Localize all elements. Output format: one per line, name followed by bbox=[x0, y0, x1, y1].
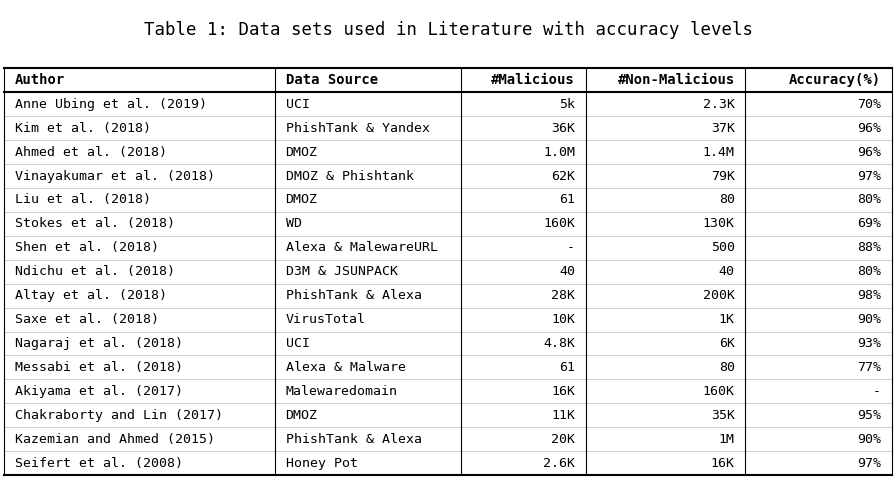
Text: 1.0M: 1.0M bbox=[543, 146, 575, 159]
Text: Nagaraj et al. (2018): Nagaraj et al. (2018) bbox=[15, 337, 183, 350]
Text: Honey Pot: Honey Pot bbox=[286, 456, 358, 469]
Text: Author: Author bbox=[15, 74, 65, 87]
Text: 160K: 160K bbox=[543, 217, 575, 230]
Text: 20K: 20K bbox=[551, 433, 575, 446]
Text: Ndichu et al. (2018): Ndichu et al. (2018) bbox=[15, 265, 175, 278]
Text: 93%: 93% bbox=[857, 337, 881, 350]
Text: UCI: UCI bbox=[286, 98, 309, 111]
Text: 62K: 62K bbox=[551, 169, 575, 182]
Text: 96%: 96% bbox=[857, 121, 881, 135]
Text: Data Source: Data Source bbox=[286, 74, 378, 87]
Text: 1.4M: 1.4M bbox=[702, 146, 735, 159]
Text: 80: 80 bbox=[719, 194, 735, 207]
Text: 130K: 130K bbox=[702, 217, 735, 230]
Text: 2.6K: 2.6K bbox=[543, 456, 575, 469]
Text: #Malicious: #Malicious bbox=[491, 74, 575, 87]
Text: Shen et al. (2018): Shen et al. (2018) bbox=[15, 242, 159, 254]
Text: PhishTank & Alexa: PhishTank & Alexa bbox=[286, 289, 421, 302]
Text: 4.8K: 4.8K bbox=[543, 337, 575, 350]
Text: 80: 80 bbox=[719, 361, 735, 374]
Text: 11K: 11K bbox=[551, 409, 575, 422]
Text: Malewaredomain: Malewaredomain bbox=[286, 385, 398, 398]
Text: Anne Ubing et al. (2019): Anne Ubing et al. (2019) bbox=[15, 98, 207, 111]
Text: 35K: 35K bbox=[711, 409, 735, 422]
Text: 37K: 37K bbox=[711, 121, 735, 135]
Text: 88%: 88% bbox=[857, 242, 881, 254]
Text: 28K: 28K bbox=[551, 289, 575, 302]
Text: Seifert et al. (2008): Seifert et al. (2008) bbox=[15, 456, 183, 469]
Text: DMOZ: DMOZ bbox=[286, 146, 317, 159]
Text: DMOZ: DMOZ bbox=[286, 409, 317, 422]
Text: 160K: 160K bbox=[702, 385, 735, 398]
Text: 95%: 95% bbox=[857, 409, 881, 422]
Text: #Non-Malicious: #Non-Malicious bbox=[617, 74, 735, 87]
Text: Liu et al. (2018): Liu et al. (2018) bbox=[15, 194, 151, 207]
Text: 97%: 97% bbox=[857, 456, 881, 469]
Text: 1M: 1M bbox=[719, 433, 735, 446]
Text: PhishTank & Alexa: PhishTank & Alexa bbox=[286, 433, 421, 446]
Text: Messabi et al. (2018): Messabi et al. (2018) bbox=[15, 361, 183, 374]
Text: 36K: 36K bbox=[551, 121, 575, 135]
Text: 6K: 6K bbox=[719, 337, 735, 350]
Text: 97%: 97% bbox=[857, 169, 881, 182]
Text: VirusTotal: VirusTotal bbox=[286, 313, 366, 326]
Text: 90%: 90% bbox=[857, 313, 881, 326]
Text: Alexa & Malware: Alexa & Malware bbox=[286, 361, 406, 374]
Text: 16K: 16K bbox=[711, 456, 735, 469]
Text: 69%: 69% bbox=[857, 217, 881, 230]
Text: 80%: 80% bbox=[857, 194, 881, 207]
Text: 500: 500 bbox=[711, 242, 735, 254]
Text: 96%: 96% bbox=[857, 146, 881, 159]
Text: 77%: 77% bbox=[857, 361, 881, 374]
Text: Alexa & MalewareURL: Alexa & MalewareURL bbox=[286, 242, 437, 254]
Text: 61: 61 bbox=[559, 361, 575, 374]
Text: 5k: 5k bbox=[559, 98, 575, 111]
Text: Kim et al. (2018): Kim et al. (2018) bbox=[15, 121, 151, 135]
Text: -: - bbox=[874, 385, 881, 398]
Text: 61: 61 bbox=[559, 194, 575, 207]
Text: 70%: 70% bbox=[857, 98, 881, 111]
Text: D3M & JSUNPACK: D3M & JSUNPACK bbox=[286, 265, 398, 278]
Text: 1K: 1K bbox=[719, 313, 735, 326]
Text: Akiyama et al. (2017): Akiyama et al. (2017) bbox=[15, 385, 183, 398]
Text: Table 1: Data sets used in Literature with accuracy levels: Table 1: Data sets used in Literature wi… bbox=[143, 21, 753, 39]
Text: 40: 40 bbox=[719, 265, 735, 278]
Text: DMOZ & Phishtank: DMOZ & Phishtank bbox=[286, 169, 414, 182]
Text: Vinayakumar et al. (2018): Vinayakumar et al. (2018) bbox=[15, 169, 215, 182]
Text: 2.3K: 2.3K bbox=[702, 98, 735, 111]
Text: DMOZ: DMOZ bbox=[286, 194, 317, 207]
Text: PhishTank & Yandex: PhishTank & Yandex bbox=[286, 121, 429, 135]
Text: Kazemian and Ahmed (2015): Kazemian and Ahmed (2015) bbox=[15, 433, 215, 446]
Text: UCI: UCI bbox=[286, 337, 309, 350]
Text: 79K: 79K bbox=[711, 169, 735, 182]
Text: 40: 40 bbox=[559, 265, 575, 278]
Text: 200K: 200K bbox=[702, 289, 735, 302]
Text: 16K: 16K bbox=[551, 385, 575, 398]
Text: 90%: 90% bbox=[857, 433, 881, 446]
Text: 80%: 80% bbox=[857, 265, 881, 278]
Text: 10K: 10K bbox=[551, 313, 575, 326]
Text: Accuracy(%): Accuracy(%) bbox=[789, 74, 881, 87]
Text: Altay et al. (2018): Altay et al. (2018) bbox=[15, 289, 167, 302]
Text: Stokes et al. (2018): Stokes et al. (2018) bbox=[15, 217, 175, 230]
Text: Ahmed et al. (2018): Ahmed et al. (2018) bbox=[15, 146, 167, 159]
Text: 98%: 98% bbox=[857, 289, 881, 302]
Text: WD: WD bbox=[286, 217, 302, 230]
Text: Chakraborty and Lin (2017): Chakraborty and Lin (2017) bbox=[15, 409, 223, 422]
Text: -: - bbox=[567, 242, 575, 254]
Text: Saxe et al. (2018): Saxe et al. (2018) bbox=[15, 313, 159, 326]
